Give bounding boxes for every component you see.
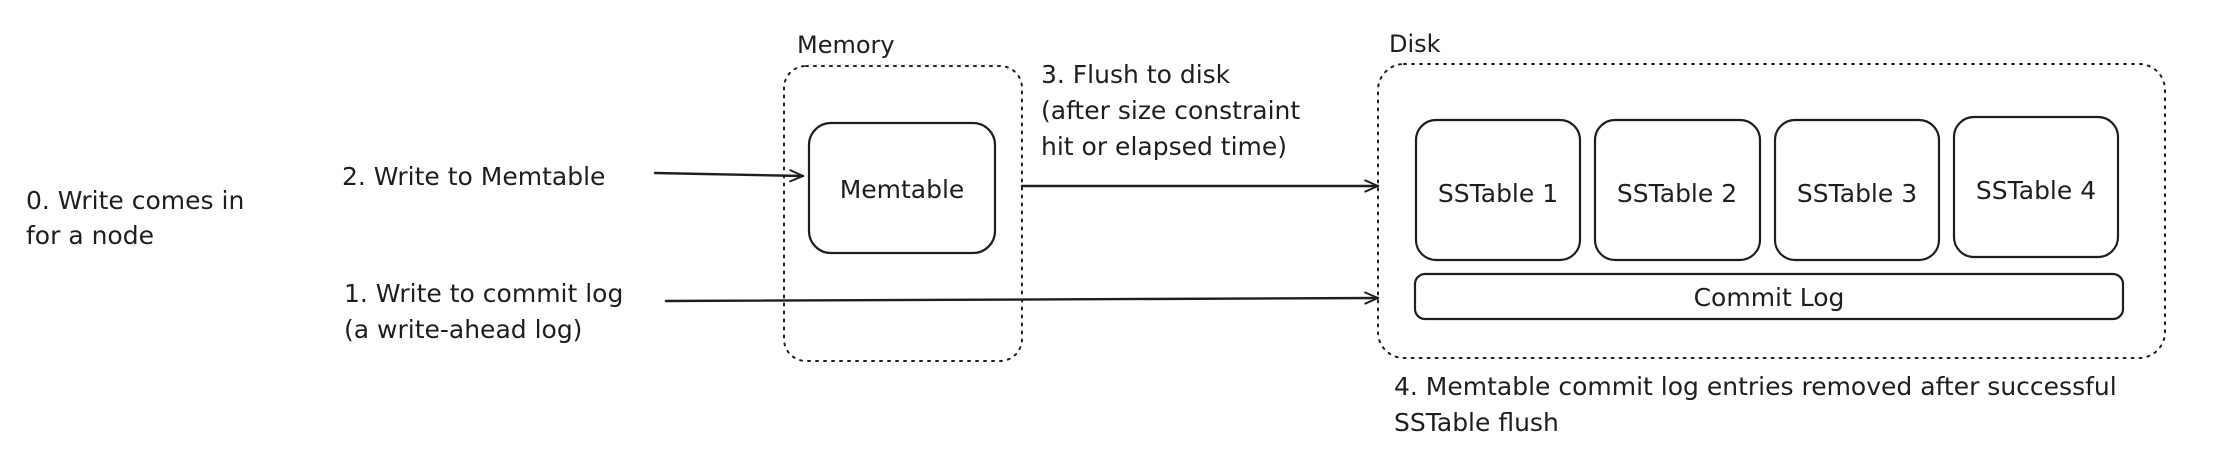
- sstable-label: SSTable 1: [1438, 179, 1558, 208]
- write-to-memtable-arrow: [655, 173, 803, 176]
- step-3-label: 3. Flush to disk (after size constraint …: [1041, 60, 1308, 161]
- step-0-label: 0. Write comes in for a node: [26, 186, 252, 250]
- sstable-label: SSTable 4: [1976, 176, 2096, 205]
- commit-log-label: Commit Log: [1694, 283, 1845, 312]
- step-2-label: 2. Write to Memtable: [342, 162, 605, 191]
- step-4-label: 4. Memtable commit log entries removed a…: [1394, 372, 2125, 437]
- step-1-label: 1. Write to commit log (a write-ahead lo…: [344, 279, 631, 344]
- memtable-label: Memtable: [840, 175, 965, 204]
- sstable-label: SSTable 2: [1617, 179, 1737, 208]
- sstable-label: SSTable 3: [1797, 179, 1917, 208]
- disk-title: Disk: [1389, 30, 1441, 58]
- memory-title: Memory: [797, 31, 895, 59]
